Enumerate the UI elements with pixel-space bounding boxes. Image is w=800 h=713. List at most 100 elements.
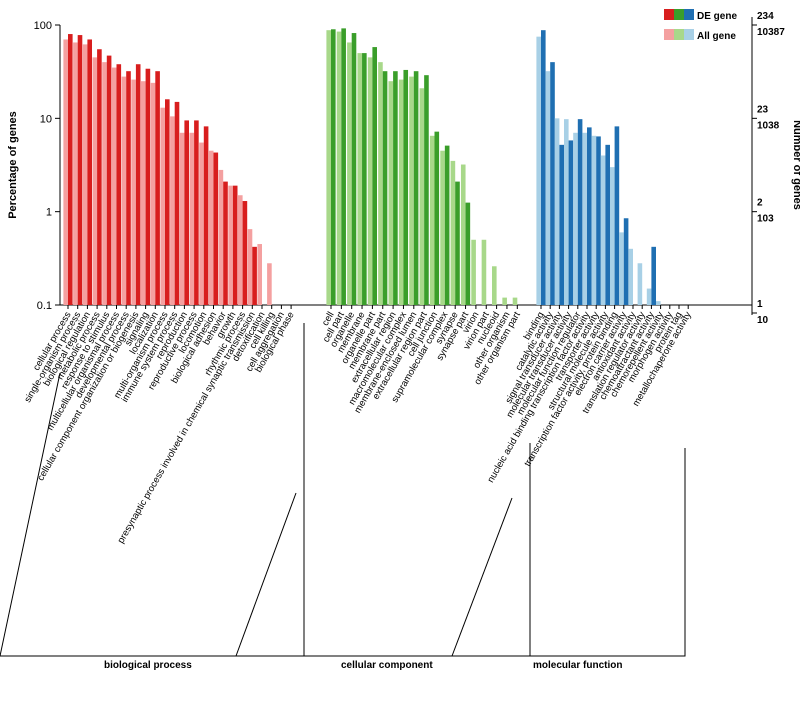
bar-all-gene: [257, 244, 262, 305]
bar-de-gene: [403, 69, 409, 306]
bar-all-gene: [481, 239, 487, 305]
bar-all-gene: [218, 169, 224, 305]
group-label: cellular component: [341, 660, 433, 671]
bar-de-gene: [97, 49, 102, 305]
bar-de-gene: [587, 127, 592, 305]
bar-all-gene: [637, 263, 643, 305]
y-axis-right-title: Number of genes: [791, 120, 800, 210]
bar-all-gene: [82, 44, 88, 306]
bar-all-gene: [536, 36, 541, 305]
bar-all-gene: [450, 160, 456, 305]
bar-de-gene: [331, 29, 336, 306]
bar-all-gene: [512, 297, 518, 305]
legend-swatch-all: [684, 29, 694, 40]
right-tick-all: 103: [757, 214, 774, 225]
y-tick-label: 100: [34, 20, 52, 32]
bar-de-gene: [605, 144, 610, 305]
bar-de-gene: [541, 30, 546, 306]
legend-swatch-de: [664, 9, 674, 20]
right-tick-all: 10: [757, 315, 769, 326]
right-tick-de: 1: [757, 299, 763, 310]
bar-all-gene: [121, 76, 127, 305]
bar-de-gene: [232, 185, 238, 305]
group-bracket-diagonal: [235, 492, 297, 657]
bar-all-gene: [336, 31, 342, 306]
right-tick-de: 2: [757, 198, 763, 209]
bar-de-gene: [165, 99, 170, 305]
bar-de-gene: [351, 33, 357, 306]
bar-all-gene: [564, 119, 569, 306]
bar-de-gene: [213, 152, 219, 305]
bar-de-gene: [651, 246, 656, 305]
bar-all-gene: [247, 229, 253, 305]
bar-all-gene: [357, 53, 363, 306]
bar-de-gene: [362, 53, 367, 306]
right-tick-all: 1038: [757, 120, 780, 131]
bar-de-gene: [413, 71, 419, 305]
group-bracket-diagonal: [0, 372, 61, 657]
bar-de-gene: [135, 64, 141, 305]
bar-all-gene: [656, 301, 661, 305]
bar-all-gene: [238, 195, 243, 305]
bar-de-gene: [623, 218, 629, 305]
bar-de-gene: [126, 71, 131, 305]
bar-de-gene: [424, 75, 429, 306]
bar-all-gene: [92, 57, 98, 305]
group-bracket-diagonal: [451, 497, 513, 657]
bar-all-gene: [646, 288, 652, 305]
legend-swatch-de: [674, 9, 684, 20]
group-label: molecular function: [533, 660, 622, 671]
bar-all-gene: [610, 167, 615, 305]
bar-all-gene: [600, 155, 606, 305]
bar-all-gene: [267, 263, 272, 305]
y-axis-title: Percentage of genes: [7, 111, 19, 219]
legend-all-label: All gene: [697, 31, 736, 42]
bar-all-gene: [440, 150, 445, 305]
bar-all-gene: [189, 132, 195, 305]
bar-de-gene: [550, 62, 555, 305]
bar-all-gene: [199, 142, 204, 305]
bar-de-gene: [194, 120, 199, 305]
bar-all-gene: [228, 185, 233, 305]
bar-de-gene: [455, 181, 460, 305]
bar-all-gene: [102, 62, 107, 305]
bar-all-gene: [492, 266, 497, 305]
bar-all-gene: [398, 79, 404, 306]
bar-de-gene: [252, 246, 257, 305]
group-bracket-line: [452, 448, 686, 657]
bar-all-gene: [326, 30, 331, 306]
bar-de-gene: [155, 71, 160, 305]
bar-de-gene: [174, 101, 180, 305]
bar-de-gene: [203, 126, 209, 305]
bar-all-gene: [471, 239, 476, 305]
bar-all-gene: [554, 118, 560, 305]
bar-all-gene: [429, 135, 435, 305]
bar-de-gene: [559, 144, 564, 305]
right-tick-all: 10387: [757, 27, 785, 38]
bar-de-gene: [372, 47, 377, 306]
bar-all-gene: [160, 107, 165, 305]
bar-all-gene: [545, 71, 551, 305]
legend-swatch-de: [684, 9, 694, 20]
y-tick-label: 0.1: [37, 300, 52, 312]
legend-swatch-all: [674, 29, 684, 40]
bar-all-gene: [63, 39, 68, 305]
bar-all-gene: [419, 88, 425, 306]
bar-de-gene: [393, 71, 398, 305]
bar-all-gene: [347, 42, 352, 305]
bar-all-gene: [619, 232, 624, 305]
bar-de-gene: [242, 201, 248, 305]
right-tick-de: 23: [757, 104, 769, 115]
bar-de-gene: [444, 145, 450, 305]
bar-de-gene: [465, 202, 471, 305]
y-tick-label: 1: [46, 207, 52, 219]
bar-de-gene: [568, 140, 574, 305]
bar-all-gene: [409, 76, 414, 305]
bar-de-gene: [145, 68, 151, 305]
bar-all-gene: [150, 82, 156, 305]
bar-all-gene: [73, 42, 78, 305]
bar-all-gene: [367, 57, 373, 305]
bar-de-gene: [184, 120, 189, 305]
bar-de-gene: [596, 136, 601, 305]
